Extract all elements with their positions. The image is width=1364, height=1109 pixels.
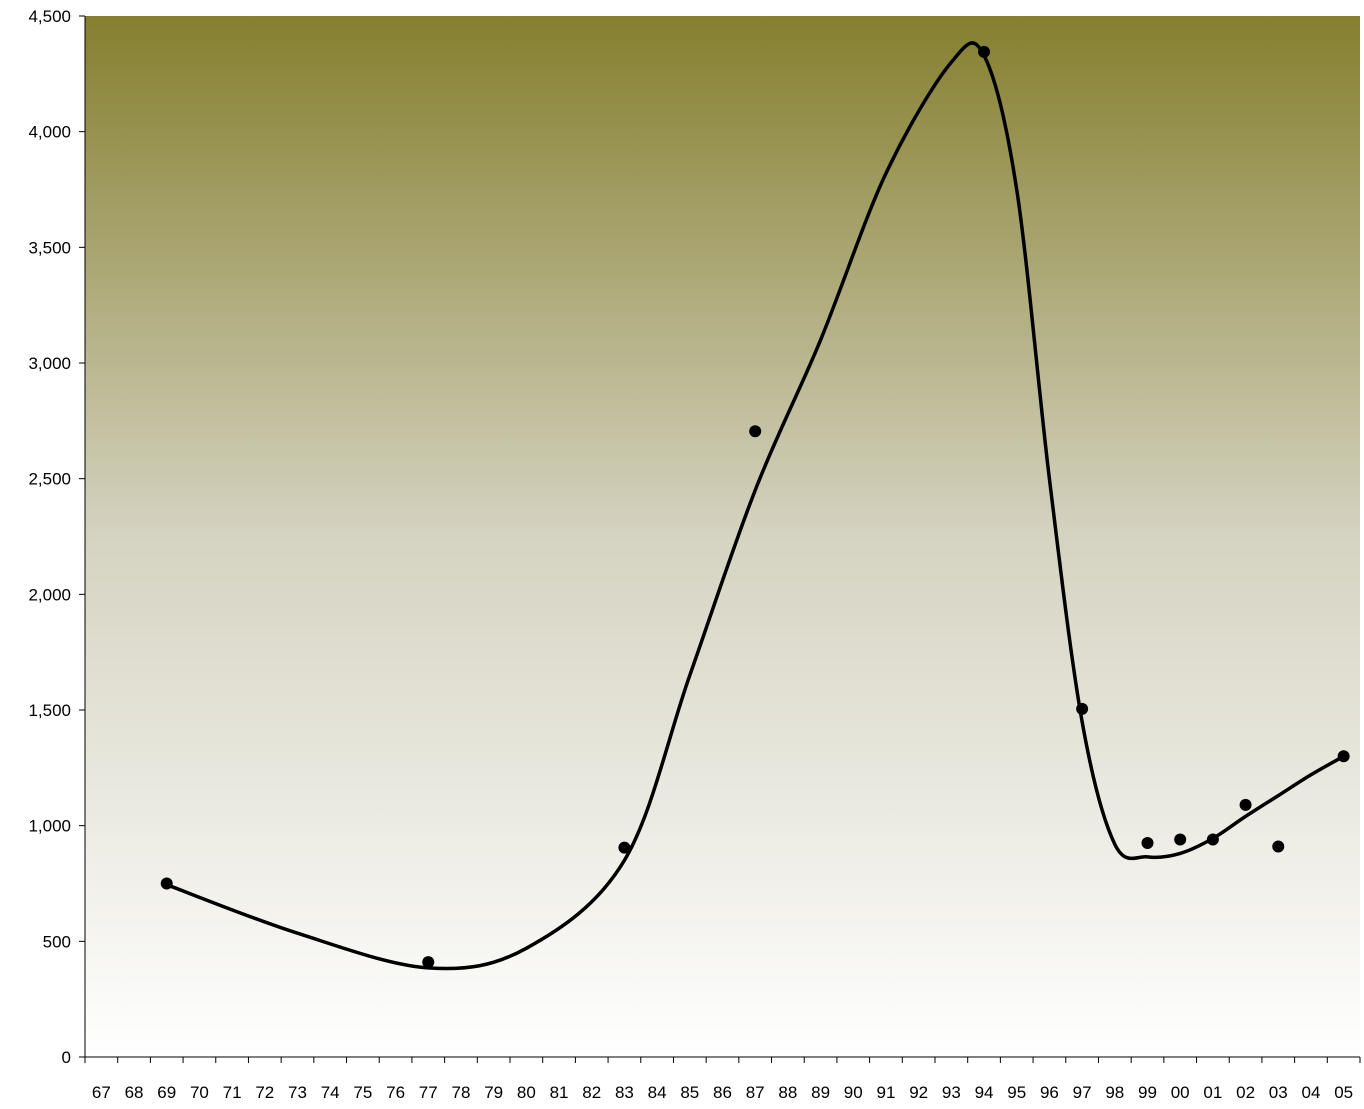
x-tick-label: 86 xyxy=(713,1083,732,1102)
x-tick-label: 83 xyxy=(615,1083,634,1102)
y-tick-label: 2,000 xyxy=(28,585,71,604)
data-point xyxy=(1272,840,1285,853)
x-tick-label: 05 xyxy=(1334,1083,1353,1102)
x-tick-label: 77 xyxy=(419,1083,438,1102)
x-tick-label: 76 xyxy=(386,1083,405,1102)
data-point xyxy=(1206,833,1219,846)
data-point xyxy=(749,425,762,438)
y-tick-label: 4,500 xyxy=(28,7,71,26)
x-tick-label: 95 xyxy=(1007,1083,1026,1102)
x-tick-label: 75 xyxy=(353,1083,372,1102)
x-tick-label: 89 xyxy=(811,1083,830,1102)
y-axis-ticks: 0 500 1,000 1,500 2,000 2,500 3,000 3,500 4,000 4… xyxy=(28,7,85,1067)
x-tick-label: 91 xyxy=(877,1083,896,1102)
data-point xyxy=(978,45,991,58)
x-tick-label: 04 xyxy=(1302,1083,1321,1102)
x-tick-label: 72 xyxy=(255,1083,274,1102)
y-tick-label: 3,000 xyxy=(28,354,71,373)
x-tick-label: 67 xyxy=(92,1083,111,1102)
data-points xyxy=(160,45,1350,969)
data-point xyxy=(1141,837,1154,850)
y-tick-label: 0 xyxy=(62,1048,71,1067)
x-tick-label: 97 xyxy=(1073,1083,1092,1102)
y-tick-label: 500 xyxy=(43,932,71,951)
x-tick-label: 69 xyxy=(157,1083,176,1102)
x-tick-label: 82 xyxy=(582,1083,601,1102)
x-tick-label: 92 xyxy=(909,1083,928,1102)
x-tick-label: 01 xyxy=(1203,1083,1222,1102)
y-tick-label: 1,000 xyxy=(28,817,71,836)
data-point xyxy=(618,841,631,854)
x-tick-label: 85 xyxy=(680,1083,699,1102)
x-tick-label: 99 xyxy=(1138,1083,1157,1102)
x-tick-label: 71 xyxy=(223,1083,242,1102)
x-tick-label: 70 xyxy=(190,1083,209,1102)
x-tick-label: 96 xyxy=(1040,1083,1059,1102)
y-tick-label: 4,000 xyxy=(28,123,71,142)
trend-line xyxy=(164,41,1346,971)
x-tick-label: 81 xyxy=(550,1083,569,1102)
data-point xyxy=(160,877,173,890)
x-tick-label: 03 xyxy=(1269,1083,1288,1102)
x-tick-label: 79 xyxy=(484,1083,503,1102)
data-point xyxy=(1337,750,1350,763)
data-point xyxy=(1076,702,1089,715)
data-point xyxy=(422,956,435,969)
x-tick-label: 00 xyxy=(1171,1083,1190,1102)
y-tick-label: 3,500 xyxy=(28,238,71,257)
x-tick-label: 80 xyxy=(517,1083,536,1102)
x-tick-label: 90 xyxy=(844,1083,863,1102)
x-tick-label: 68 xyxy=(125,1083,144,1102)
x-tick-label: 98 xyxy=(1105,1083,1124,1102)
data-point xyxy=(1239,798,1252,811)
x-tick-label: 02 xyxy=(1236,1083,1255,1102)
x-tick-label: 93 xyxy=(942,1083,961,1102)
data-point xyxy=(1174,833,1187,846)
x-tick-label: 84 xyxy=(648,1083,667,1102)
x-tick-label: 87 xyxy=(746,1083,765,1102)
x-tick-label: 74 xyxy=(321,1083,340,1102)
y-tick-label: 1,500 xyxy=(28,701,71,720)
x-tick-label: 88 xyxy=(778,1083,797,1102)
x-tick-label: 78 xyxy=(452,1083,471,1102)
x-axis-ticks: 67 68 69 70 71 72 73 74 75 76 77 78 79 80 81 82 83 84 85 86… xyxy=(84,1057,1361,1102)
plot-area xyxy=(85,16,1360,1057)
x-tick-label: 73 xyxy=(288,1083,307,1102)
y-tick-label: 2,500 xyxy=(28,470,71,489)
x-tick-label: 94 xyxy=(975,1083,994,1102)
